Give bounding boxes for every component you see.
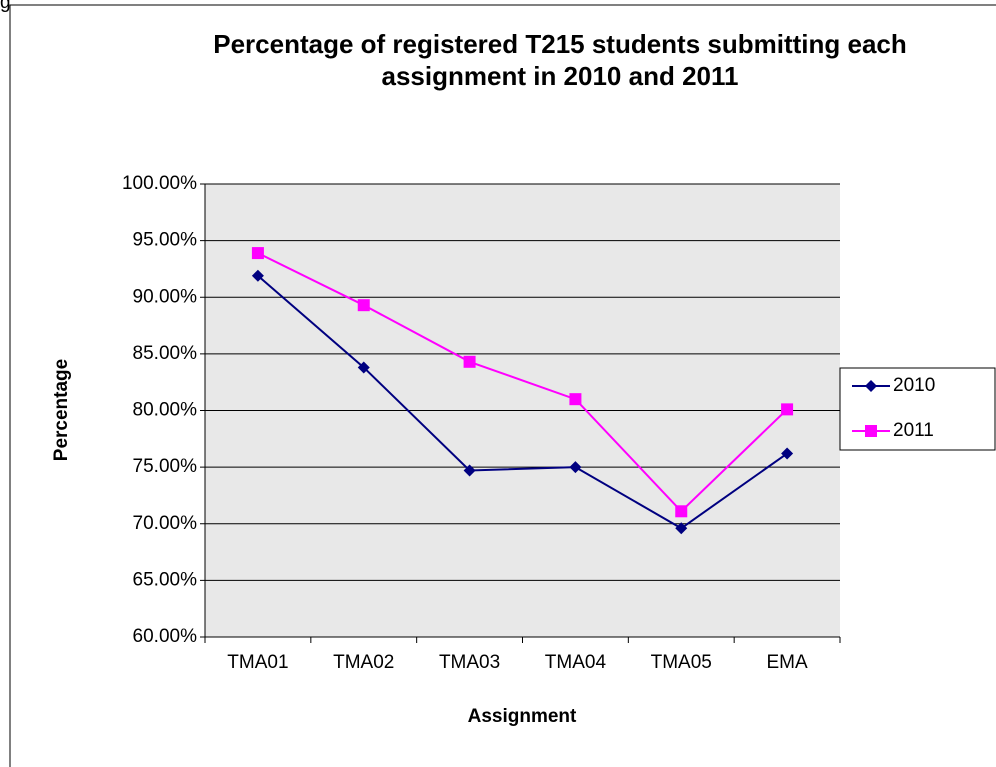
legend-label: 2010 (893, 375, 935, 396)
marker (569, 461, 582, 474)
series-line (257, 274, 788, 530)
y-tick-label: 85.00% (133, 343, 198, 364)
marker (569, 393, 582, 406)
x-tick-label: EMA (766, 652, 808, 673)
marker (781, 447, 794, 460)
series-line (257, 252, 788, 513)
marker (781, 403, 794, 416)
marker (675, 505, 688, 518)
y-tick-label: 80.00% (133, 400, 198, 421)
y-tick-label: 100.00% (122, 173, 197, 194)
legend-label: 2011 (893, 420, 934, 441)
marker (463, 464, 476, 477)
marker (251, 269, 264, 282)
y-tick-label: 90.00% (133, 286, 198, 307)
marker (675, 522, 688, 535)
x-tick-label: TMA01 (227, 652, 288, 673)
chart-title: Percentage of registered T215 students s… (213, 29, 907, 91)
y-axis-label: Percentage (51, 359, 72, 461)
y-tick-label: 70.00% (133, 513, 198, 534)
y-tick-label: 65.00% (133, 569, 198, 590)
x-tick-label: TMA04 (545, 652, 607, 673)
marker (357, 299, 370, 312)
y-tick-label: 95.00% (133, 230, 198, 251)
y-tick-label: 75.00% (133, 456, 198, 477)
marker (865, 380, 877, 392)
marker (251, 247, 264, 260)
marker (357, 361, 370, 374)
marker (463, 355, 476, 368)
x-tick-label: TMA02 (333, 652, 394, 673)
x-tick-label: TMA05 (651, 652, 712, 673)
caption-fragment: g (0, 0, 11, 13)
x-axis-label: Assignment (468, 706, 577, 727)
marker (865, 425, 877, 437)
x-tick-label: TMA03 (439, 652, 500, 673)
y-tick-label: 60.00% (133, 626, 198, 647)
